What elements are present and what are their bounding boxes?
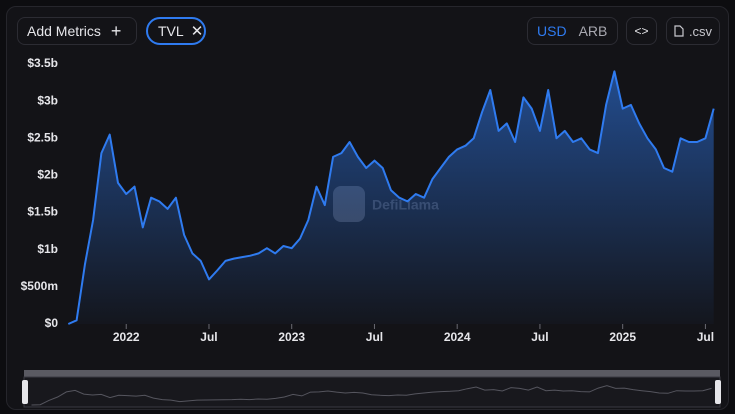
- currency-option[interactable]: ARB: [578, 23, 608, 39]
- close-icon: ✕: [190, 23, 204, 40]
- add-metrics-button[interactable]: Add Metrics +: [17, 17, 137, 45]
- card: [6, 6, 729, 410]
- button-label: Add Metrics: [27, 23, 101, 39]
- plus-icon: +: [110, 20, 122, 41]
- metric-chip[interactable]: TVL ✕: [146, 17, 206, 45]
- chip-label: TVL: [158, 23, 184, 39]
- currency-toggle: USD ARB: [527, 17, 618, 45]
- csv-label: .csv: [688, 23, 713, 39]
- csv-button[interactable]: .csv: [666, 17, 720, 45]
- file-icon: [674, 25, 684, 37]
- currency-option[interactable]: USD: [537, 23, 567, 39]
- embed-button[interactable]: <>: [626, 17, 657, 45]
